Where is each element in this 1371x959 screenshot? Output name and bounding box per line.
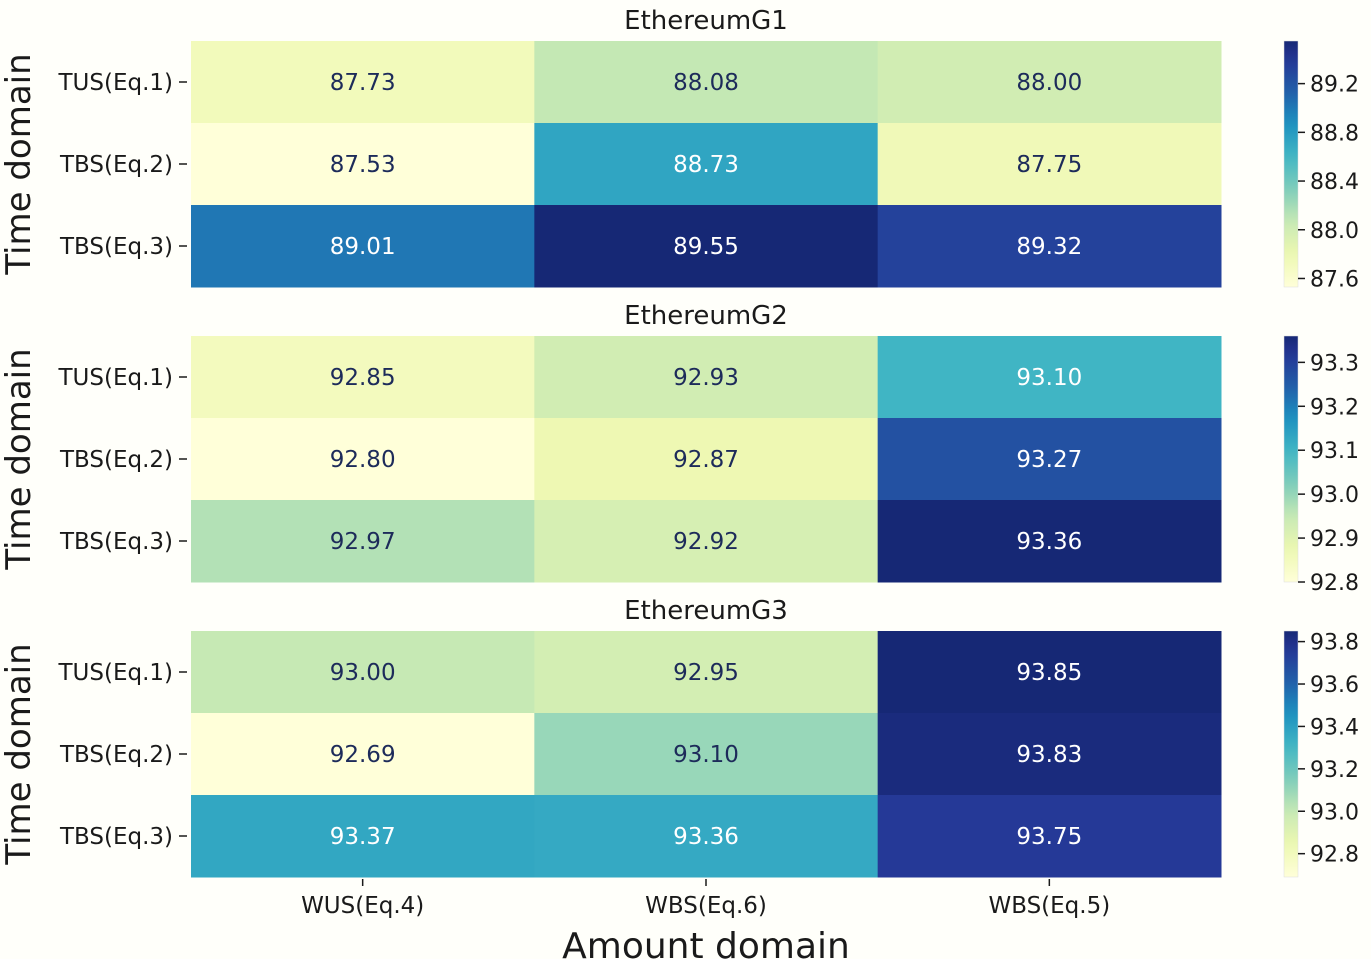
colorbar (1283, 40, 1299, 288)
y-axis-label: Time domain (0, 53, 39, 275)
cell-value-label: 93.37 (330, 824, 396, 850)
heatmap-cell (534, 418, 879, 501)
cell-value-label: 88.73 (673, 152, 739, 178)
colorbar-tick-label: 89.2 (1310, 73, 1359, 98)
y-axis-label: Time domain (0, 348, 39, 570)
cell-value-label: 92.97 (330, 529, 396, 555)
heatmap-cell (534, 123, 879, 206)
heatmap-cell (534, 500, 879, 583)
heatmap-cell (877, 336, 1222, 419)
heatmap-cell (877, 41, 1222, 124)
panel-title: EthereumG3 (624, 596, 788, 626)
heatmap-cell (534, 41, 879, 124)
colorbar-tick-label: 88.0 (1310, 219, 1359, 244)
row-tick-label: TBS(Eq.2) (59, 742, 173, 768)
cell-value-label: 92.85 (330, 365, 396, 391)
colorbar-tick-label: 93.8 (1310, 631, 1359, 656)
cell-value-label: 93.36 (1016, 529, 1082, 555)
panel-title: EthereumG2 (624, 301, 788, 331)
heatmap-cell (191, 418, 535, 501)
colorbar-tick-label: 93.4 (1310, 715, 1359, 740)
cell-value-label: 89.55 (673, 234, 739, 260)
cell-value-label: 92.92 (673, 529, 739, 555)
heatmap-cell (877, 418, 1222, 501)
cell-value-label: 87.73 (330, 70, 396, 96)
row-tick-label: TBS(Eq.2) (59, 447, 173, 473)
col-tick-label: WBS(Eq.6) (645, 893, 767, 919)
colorbar-tick-label: 93.0 (1310, 800, 1359, 825)
cell-value-label: 88.00 (1016, 70, 1082, 96)
cell-value-label: 92.80 (330, 447, 396, 473)
cell-value-label: 92.95 (673, 660, 739, 686)
colorbar-tick-label: 93.2 (1310, 758, 1359, 783)
colorbar-tick-label: 92.9 (1310, 527, 1359, 552)
colorbar-tick-label: 93.1 (1310, 439, 1359, 464)
heatmap-cell (534, 631, 879, 714)
heatmap-cell (534, 713, 879, 796)
row-tick-label: TUS(Eq.1) (57, 365, 173, 391)
cell-value-label: 92.87 (673, 447, 739, 473)
colorbar-tick-label: 93.2 (1310, 395, 1359, 420)
heatmap-cell (191, 500, 535, 583)
cell-value-label: 93.27 (1016, 447, 1082, 473)
colorbar-tick-label: 87.6 (1310, 267, 1359, 292)
heatmap-cell (191, 795, 535, 878)
row-tick-label: TUS(Eq.1) (57, 70, 173, 96)
cell-value-label: 92.69 (330, 742, 396, 768)
heatmap-cell (877, 500, 1222, 583)
colorbar-tick-label: 93.6 (1310, 673, 1359, 698)
heatmap-cell (534, 205, 879, 288)
colorbar-tick-label: 92.8 (1310, 571, 1359, 596)
row-tick-label: TBS(Eq.3) (59, 529, 173, 555)
heatmap-cell (877, 205, 1222, 288)
col-tick-label: WBS(Eq.5) (988, 893, 1110, 919)
heatmap-cell (877, 713, 1222, 796)
heatmap-cell (191, 713, 535, 796)
heatmap-cell (191, 631, 535, 714)
cell-value-label: 93.83 (1016, 742, 1082, 768)
cell-value-label: 87.53 (330, 152, 396, 178)
colorbar-tick-label: 88.4 (1310, 170, 1359, 195)
colorbar (1283, 335, 1299, 583)
cell-value-label: 93.85 (1016, 660, 1082, 686)
row-tick-label: TBS(Eq.2) (59, 152, 173, 178)
cell-value-label: 93.10 (1016, 365, 1082, 391)
cell-value-label: 93.00 (330, 660, 396, 686)
heatmap-cell (877, 631, 1222, 714)
cell-value-label: 88.08 (673, 70, 739, 96)
heatmap-cell (191, 336, 535, 419)
colorbar-tick-label: 93.0 (1310, 483, 1359, 508)
cell-value-label: 92.93 (673, 365, 739, 391)
cell-value-label: 89.32 (1016, 234, 1082, 260)
cell-value-label: 93.36 (673, 824, 739, 850)
colorbar-tick-label: 93.3 (1310, 351, 1359, 376)
heatmap-cell (877, 795, 1222, 878)
heatmap-cell (191, 41, 535, 124)
heatmap-cell (534, 336, 879, 419)
row-tick-label: TUS(Eq.1) (57, 660, 173, 686)
row-tick-label: TBS(Eq.3) (59, 824, 173, 850)
cell-value-label: 93.10 (673, 742, 739, 768)
cell-value-label: 87.75 (1016, 152, 1082, 178)
colorbar-tick-label: 88.8 (1310, 121, 1359, 146)
x-axis-label: Amount domain (562, 926, 850, 959)
heatmap-cell (534, 795, 879, 878)
row-tick-label: TBS(Eq.3) (59, 234, 173, 260)
colorbar (1283, 630, 1299, 878)
col-tick-label: WUS(Eq.4) (301, 893, 424, 919)
heatmap-cell (191, 205, 535, 288)
cell-value-label: 93.75 (1016, 824, 1082, 850)
panel-title: EthereumG1 (624, 6, 788, 36)
cell-value-label: 89.01 (330, 234, 396, 260)
y-axis-label: Time domain (0, 643, 39, 865)
heatmap-cell (191, 123, 535, 206)
colorbar-tick-label: 92.8 (1310, 843, 1359, 868)
heatmap-cell (877, 123, 1222, 206)
